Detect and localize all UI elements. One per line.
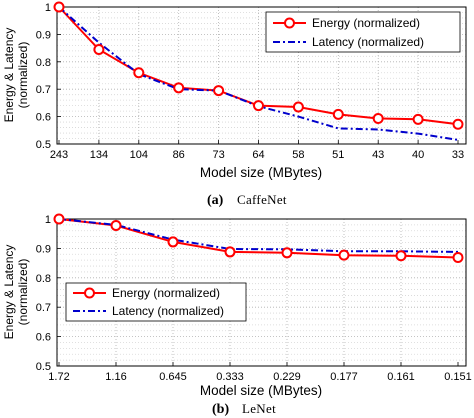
legend-box: [65, 282, 247, 322]
legend-marker-energy: [84, 287, 95, 299]
data-point-energy: [93, 43, 105, 55]
x-tick-label: 0.333: [216, 371, 244, 383]
caption-letter: (b): [212, 402, 229, 417]
series-line-energy: [58, 218, 459, 259]
y-axis-label-line2: (normalized): [16, 259, 30, 326]
y-tick-label: 0.9: [36, 29, 51, 41]
legend: Energy (normalized) Latency (normalized): [265, 11, 461, 53]
x-tick-label: 64: [252, 149, 264, 161]
legend: Energy (normalized) Latency (normalized): [65, 282, 247, 322]
y-tick-label: 1: [45, 2, 51, 14]
data-point-energy: [213, 85, 225, 97]
y-tick-label: 0.9: [36, 243, 51, 255]
data-point-energy: [372, 113, 384, 125]
x-tick-label: 0.151: [444, 371, 472, 383]
data-point-energy: [292, 101, 304, 113]
x-tick-label: 73: [212, 149, 224, 161]
x-tick-label: 0.645: [159, 371, 187, 383]
data-point-energy: [173, 82, 185, 94]
series-line-latency: [58, 218, 459, 253]
data-point-energy: [253, 100, 264, 112]
x-tick-label: 43: [372, 149, 384, 161]
y-tick-label: 0.8: [36, 273, 51, 285]
x-tick-label: 134: [90, 149, 108, 161]
data-point-energy: [332, 108, 344, 120]
plot-frame: [56, 6, 467, 145]
x-tick-label: 0.177: [330, 371, 358, 383]
caption-name: CaffeNet: [237, 192, 287, 207]
y-tick-label: 0.6: [36, 332, 51, 344]
data-point-energy: [110, 219, 122, 231]
x-tick-label: 33: [452, 149, 464, 161]
x-tick-label: 104: [130, 149, 148, 161]
plot-frame: [56, 218, 467, 367]
data-point-energy: [224, 246, 236, 258]
legend-label-energy: Energy (normalized): [312, 16, 420, 30]
x-tick-label: 1.72: [48, 371, 69, 383]
x-tick-label: 243: [50, 149, 68, 161]
y-axis-label-line2: (normalized): [16, 42, 30, 109]
x-axis-label: Model size (MBytes): [200, 165, 322, 180]
y-tick-label: 0.7: [36, 84, 51, 96]
data-point-energy: [412, 113, 424, 125]
x-tick-label: 0.161: [387, 371, 415, 383]
data-point-energy: [338, 249, 350, 261]
y-tick-label: 0.5: [36, 361, 51, 373]
data-point-energy: [133, 67, 145, 79]
legend-label-energy: Energy (normalized): [112, 286, 220, 300]
caption-letter: (a): [207, 193, 224, 208]
x-tick-label: 58: [292, 149, 304, 161]
y-axis-label-line1: Energy & Latency: [2, 28, 16, 123]
data-point-energy: [452, 252, 464, 264]
data-point-energy: [53, 213, 65, 225]
data-point-energy: [395, 250, 407, 262]
y-tick-label: 0.6: [36, 112, 51, 124]
y-tick-label: 0.8: [36, 57, 51, 69]
x-tick-label: 1.16: [105, 371, 126, 383]
data-point-energy: [281, 247, 293, 259]
y-axis-label-line1: Energy & Latency: [2, 245, 16, 340]
data-point-energy: [452, 118, 464, 130]
x-tick-label: 40: [412, 149, 424, 161]
y-tick-label: 0.7: [36, 302, 51, 314]
legend-marker-energy: [284, 17, 295, 29]
x-tick-label: 86: [173, 149, 185, 161]
x-tick-label: 51: [332, 149, 344, 161]
y-tick-label: 0.5: [36, 139, 51, 151]
legend-box: [265, 11, 461, 53]
caption-name: LeNet: [242, 401, 276, 416]
chart-a: 0.5 0.6 0.7 0.8 0.9 1 243 134 104 86 73 64 58 51 43 40 3…: [2, 1, 467, 208]
x-axis-label: Model size (MBytes): [200, 383, 322, 398]
legend-label-latency: Latency (normalized): [312, 35, 424, 49]
x-tick-label: 0.229: [273, 371, 301, 383]
chart-b: 0.5 0.6 0.7 0.8 0.9 1 1.72 1.16 0.645 0.333 0.229 0…: [2, 213, 472, 417]
y-tick-label: 1: [45, 214, 51, 226]
data-point-energy: [53, 1, 65, 13]
data-point-energy: [167, 236, 179, 248]
legend-label-latency: Latency (normalized): [112, 304, 224, 318]
